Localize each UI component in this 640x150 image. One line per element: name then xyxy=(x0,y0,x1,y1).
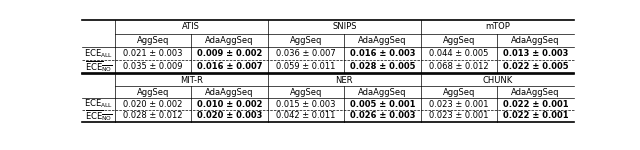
Text: AdaAggSeq: AdaAggSeq xyxy=(358,88,407,97)
Text: AdaAggSeq: AdaAggSeq xyxy=(358,36,407,45)
Text: 0.021 ± 0.003: 0.021 ± 0.003 xyxy=(124,49,183,58)
Text: 0.020 ± 0.002: 0.020 ± 0.002 xyxy=(124,100,183,109)
Text: mTOP: mTOP xyxy=(484,22,509,32)
Text: 0.028 ± 0.012: 0.028 ± 0.012 xyxy=(124,111,183,120)
Text: $\overline{\mathrm{ECE}}_{\overline{\mathrm{NO}}}$: $\overline{\mathrm{ECE}}_{\overline{\mat… xyxy=(85,60,113,74)
Text: $\overline{\mathrm{ECE}}_{\overline{\mathrm{NO}}}$: $\overline{\mathrm{ECE}}_{\overline{\mat… xyxy=(85,109,113,123)
Text: 0.044 ± 0.005: 0.044 ± 0.005 xyxy=(429,49,489,58)
Text: 0.016 ± 0.003: 0.016 ± 0.003 xyxy=(349,49,415,58)
Text: ATIS: ATIS xyxy=(182,22,200,32)
Text: 0.009 ± 0.002: 0.009 ± 0.002 xyxy=(197,49,262,58)
Text: 0.068 ± 0.012: 0.068 ± 0.012 xyxy=(429,62,489,71)
Text: AggSeq: AggSeq xyxy=(443,88,475,97)
Text: AggSeq: AggSeq xyxy=(290,36,322,45)
Text: 0.028 ± 0.005: 0.028 ± 0.005 xyxy=(349,62,415,71)
Text: SNIPS: SNIPS xyxy=(332,22,356,32)
Text: 0.036 ± 0.007: 0.036 ± 0.007 xyxy=(276,49,336,58)
Text: 0.035 ± 0.009: 0.035 ± 0.009 xyxy=(124,62,183,71)
Text: 0.059 ± 0.011: 0.059 ± 0.011 xyxy=(276,62,336,71)
Text: 0.022 ± 0.005: 0.022 ± 0.005 xyxy=(502,62,568,71)
Text: 0.013 ± 0.003: 0.013 ± 0.003 xyxy=(503,49,568,58)
Text: 0.042 ± 0.011: 0.042 ± 0.011 xyxy=(276,111,336,120)
Text: NER: NER xyxy=(335,76,353,85)
Text: AdaAggSeq: AdaAggSeq xyxy=(205,88,254,97)
Text: 0.010 ± 0.002: 0.010 ± 0.002 xyxy=(197,100,262,109)
Text: AggSeq: AggSeq xyxy=(137,36,170,45)
Text: ECE$_{\mathrm{ALL}}$: ECE$_{\mathrm{ALL}}$ xyxy=(84,98,113,110)
Text: AdaAggSeq: AdaAggSeq xyxy=(511,88,560,97)
Text: AdaAggSeq: AdaAggSeq xyxy=(511,36,560,45)
Text: CHUNK: CHUNK xyxy=(482,76,513,85)
Text: AggSeq: AggSeq xyxy=(443,36,475,45)
Text: 0.023 ± 0.001: 0.023 ± 0.001 xyxy=(429,111,489,120)
Text: 0.005 ± 0.001: 0.005 ± 0.001 xyxy=(349,100,415,109)
Text: 0.022 ± 0.001: 0.022 ± 0.001 xyxy=(502,111,568,120)
Text: 0.026 ± 0.003: 0.026 ± 0.003 xyxy=(349,111,415,120)
Text: 0.015 ± 0.003: 0.015 ± 0.003 xyxy=(276,100,336,109)
Text: 0.016 ± 0.007: 0.016 ± 0.007 xyxy=(197,62,262,71)
Text: AggSeq: AggSeq xyxy=(137,88,170,97)
Text: AggSeq: AggSeq xyxy=(290,88,322,97)
Text: MIT-R: MIT-R xyxy=(180,76,203,85)
Text: 0.020 ± 0.003: 0.020 ± 0.003 xyxy=(197,111,262,120)
Text: AdaAggSeq: AdaAggSeq xyxy=(205,36,254,45)
Text: 0.023 ± 0.001: 0.023 ± 0.001 xyxy=(429,100,489,109)
Text: ECE$_{\mathrm{ALL}}$: ECE$_{\mathrm{ALL}}$ xyxy=(84,47,113,60)
Text: 0.022 ± 0.001: 0.022 ± 0.001 xyxy=(502,100,568,109)
